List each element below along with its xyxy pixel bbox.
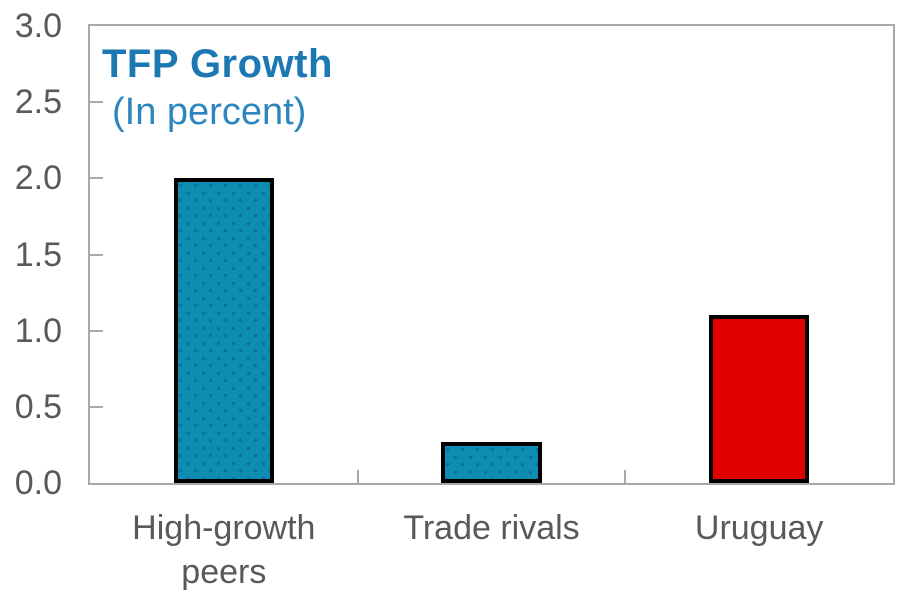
y-tick-label: 1.5	[14, 235, 62, 274]
chart-subtitle: (In percent)	[112, 91, 307, 133]
bar-high-growth-peers	[173, 178, 275, 483]
bar-uruguay	[708, 315, 810, 483]
y-tick-mark	[90, 405, 103, 408]
plot-area: TFP Growth (In percent)	[88, 24, 895, 485]
y-tick-mark	[90, 177, 103, 180]
x-category-label-trade-rivals: Trade rivals	[403, 509, 580, 547]
y-tick-label: 2.0	[14, 159, 62, 198]
x-axis: High-growth peers Trade rivals Uruguay	[90, 506, 893, 606]
y-tick-label: 3.0	[14, 7, 62, 45]
x-category-label-high-growth-peers: High-growth peers	[132, 509, 316, 591]
x-tick-mark	[356, 470, 359, 483]
y-tick-label: 2.5	[14, 83, 62, 122]
bar-trade-rivals	[441, 441, 542, 483]
x-category-label-uruguay: Uruguay	[694, 509, 824, 547]
y-tick-label: 1.0	[14, 311, 62, 350]
x-tick-mark	[624, 470, 627, 483]
y-tick-label: 0.5	[14, 387, 62, 426]
y-axis: 0.0 0.5 1.0 1.5 2.0 2.5 3.0	[0, 0, 62, 608]
chart-title: TFP Growth	[102, 42, 333, 86]
y-tick-mark	[90, 253, 103, 256]
y-tick-label: 0.0	[14, 464, 62, 502]
y-tick-mark	[90, 101, 103, 104]
y-tick-mark	[90, 329, 103, 332]
chart-title-block: TFP Growth (In percent)	[102, 40, 333, 134]
